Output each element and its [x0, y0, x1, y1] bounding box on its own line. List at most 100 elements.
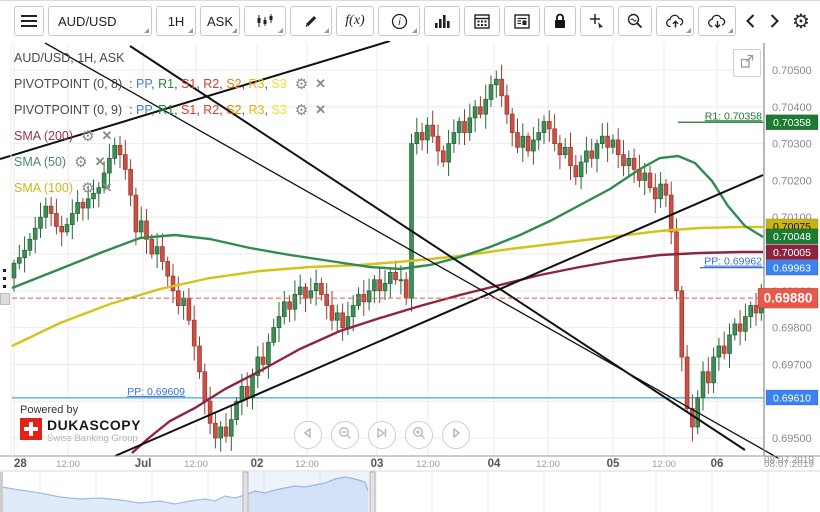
drag-handle[interactable]	[3, 269, 6, 288]
nav-skip-end-button[interactable]	[368, 421, 396, 449]
pivot-settings-gear-icon[interactable]: ⚙	[294, 102, 309, 119]
pivot-name: PIVOTPOINT (0, 9)	[14, 103, 123, 117]
symbol-label: AUD/USD	[58, 13, 117, 29]
pivot-line-label: PP: 0.69962	[704, 256, 762, 268]
navigator[interactable]	[0, 471, 769, 512]
draw-tools-button[interactable]	[290, 6, 332, 36]
cloud-upload-button[interactable]	[656, 6, 694, 36]
pivot-level-R3: R3	[248, 103, 265, 117]
chart-type-button[interactable]	[244, 6, 286, 36]
sma-settings-gear-icon[interactable]: ⚙	[81, 180, 95, 197]
navigator-left-edge[interactable]	[0, 472, 3, 512]
rail-handle[interactable]	[0, 293, 10, 305]
crosshair-icon	[589, 13, 605, 29]
cloud-upload-icon	[665, 14, 685, 29]
cloud-download-button[interactable]	[698, 6, 736, 36]
pivot-levels: PP, R1, S1, R2, S2, R3, S3	[136, 103, 287, 117]
legend-title-row: AUD/USD, 1H, ASK	[14, 45, 326, 71]
info-button[interactable]: i	[378, 6, 420, 36]
sma-label: SMA (100)	[14, 181, 74, 195]
ascending-trendline	[114, 174, 764, 457]
bar-chart-icon	[434, 14, 450, 29]
sma-settings-gear-icon[interactable]: ⚙	[81, 128, 95, 145]
menu-button[interactable]	[14, 6, 44, 36]
pivot-level-S2: S2	[226, 77, 242, 91]
chart-legend: AUD/USD, 1H, ASK PIVOTPOINT (0, 8) : PP,…	[14, 45, 326, 201]
nav-play-button[interactable]	[442, 421, 470, 449]
descending-trendline-2	[44, 42, 779, 459]
nav-zoom-in-button[interactable]	[405, 421, 433, 449]
zoom-icon	[627, 13, 643, 29]
sma-remove-icon[interactable]: ✕	[101, 128, 113, 143]
pivot-line-label: PP: 0.69609	[127, 386, 185, 398]
time-tick: 12:00	[56, 459, 80, 470]
nav-back-button[interactable]	[294, 421, 322, 449]
popout-button[interactable]	[733, 49, 761, 77]
time-tick: 12:00	[295, 459, 319, 470]
cloud-download-icon	[707, 14, 727, 29]
time-tick: 12:00	[652, 459, 676, 470]
info-icon: i	[391, 13, 408, 30]
time-axis[interactable]: 28 12:00 Jul 12:00 02 12:00 03 12:00 04 12:00 05 12…	[14, 458, 814, 470]
settings-button[interactable]: ⚙	[788, 6, 814, 36]
time-tick: 12:00	[416, 459, 440, 470]
chart-nav-buttons	[294, 421, 470, 449]
pivot-level-S1: S1	[181, 77, 197, 91]
axis-badge	[765, 244, 819, 260]
chevron-left-icon	[745, 13, 756, 29]
powered-by-label: Powered by	[20, 404, 79, 416]
scroll-left-button[interactable]	[740, 6, 760, 36]
pivot-settings-gear-icon[interactable]: ⚙	[294, 76, 309, 93]
time-tick: 05	[607, 458, 620, 470]
crosshair-button[interactable]	[580, 6, 614, 36]
legend-pivot-row-2: PIVOTPOINT (0, 9) : PP, R1, S1, R2, S2, …	[14, 102, 327, 119]
swiss-flag-icon	[20, 418, 42, 445]
sma-label: SMA (50)	[14, 155, 67, 169]
navigator-handle[interactable]	[369, 471, 376, 512]
sma-lines	[131, 250, 763, 454]
pivot-line-label: R1: 0.70358	[705, 110, 762, 122]
chart-zoom-button[interactable]	[618, 6, 652, 36]
pivot-level-PP: PP	[136, 77, 152, 91]
side-dropdown[interactable]: ASK	[200, 6, 240, 36]
descending-trendline	[129, 45, 746, 451]
skip-end-icon	[375, 426, 389, 445]
current-price-badge: 0.69880	[764, 291, 813, 306]
news-button[interactable]	[504, 6, 540, 36]
legend-sma-row-100: SMA (100) ⚙ ✕	[14, 175, 326, 201]
pivot-remove-icon[interactable]: ✕	[315, 76, 327, 91]
legend-title: AUD/USD, 1H, ASK	[14, 51, 125, 65]
price-tick: 0.69800	[772, 323, 812, 335]
indicators-button[interactable]: f(x)	[336, 6, 374, 36]
axis-badge-label: 0.69963	[773, 262, 811, 274]
axis-badge	[765, 259, 819, 276]
sma-settings-gear-icon[interactable]: ⚙	[74, 154, 88, 171]
scroll-right-button[interactable]	[764, 6, 784, 36]
pivot-level-PP: PP	[136, 103, 152, 117]
time-tick: 02	[251, 458, 264, 470]
nav-zoom-out-button[interactable]	[331, 421, 359, 449]
lock-button[interactable]	[544, 6, 576, 36]
axis-badge-label: 0.70048	[773, 231, 811, 243]
pivot-labels: R1: 0.70358 PP: 0.69962 PP: 0.69609	[127, 110, 764, 398]
lock-icon	[553, 13, 567, 29]
axis-badge-label: 0.70005	[773, 247, 811, 259]
price-tick: 0.70400	[772, 102, 812, 114]
axis-badge-label: 0.70358	[773, 117, 811, 129]
navigator-handle[interactable]	[242, 471, 249, 512]
candles	[11, 64, 764, 452]
volume-button[interactable]	[424, 6, 460, 36]
sma-remove-icon[interactable]: ✕	[101, 180, 113, 195]
time-tick: 08.07.2019	[764, 459, 814, 470]
navigator-selection[interactable]	[246, 472, 372, 512]
calendar-button[interactable]	[464, 6, 500, 36]
sma-remove-icon[interactable]: ✕	[94, 154, 106, 169]
symbol-dropdown[interactable]: AUD/USD	[48, 6, 152, 36]
pencil-icon	[303, 13, 319, 29]
pivot-remove-icon[interactable]: ✕	[315, 102, 327, 117]
side-label: ASK	[206, 13, 233, 29]
price-axis[interactable]: 0.705000.704000.703000.702000.701000.699…	[757, 65, 819, 466]
period-dropdown[interactable]: 1H	[156, 6, 196, 36]
brand-name: DUKASCOPY	[47, 417, 141, 433]
